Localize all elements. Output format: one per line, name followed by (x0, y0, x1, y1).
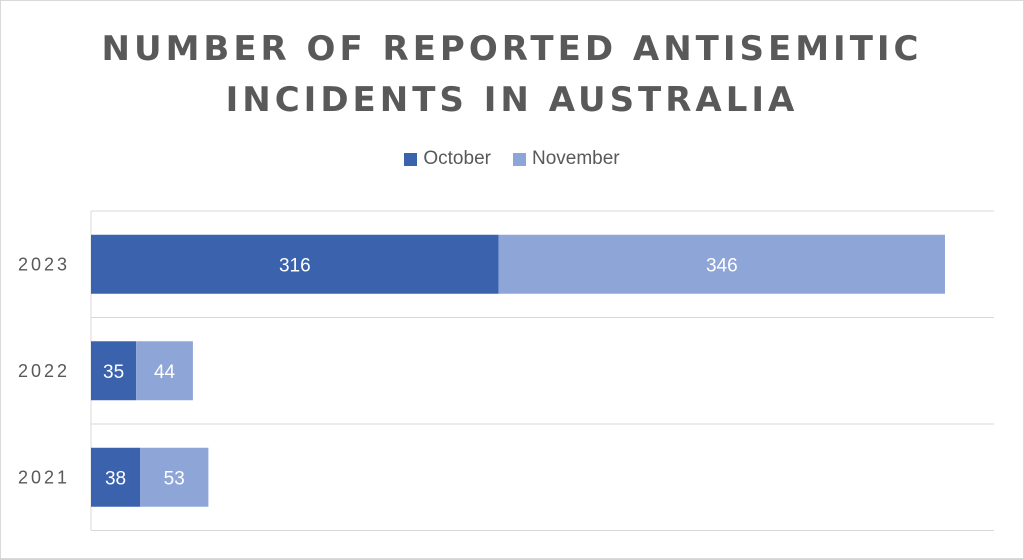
legend: October November (0, 148, 1024, 170)
chart-title-text: NUMBER OF REPORTED ANTISEMITIC INCIDENTS… (101, 29, 923, 120)
legend-swatch-october (404, 152, 418, 166)
chart-title: NUMBER OF REPORTED ANTISEMITIC INCIDENTS… (0, 24, 1024, 126)
data-label-november-2021: 53 (164, 468, 185, 489)
bar-october-2022 (91, 341, 137, 401)
data-label-november-2023: 346 (706, 255, 738, 276)
y-tick-label-2022: 2022 (18, 361, 70, 381)
legend-swatch-november (512, 152, 526, 166)
legend-item-october: October (404, 148, 491, 170)
data-label-november-2022: 44 (154, 362, 176, 383)
bar-october-2023 (91, 234, 499, 294)
bar-october-2021 (91, 447, 141, 507)
bar-november-2023 (498, 234, 945, 294)
bar-november-2021 (140, 447, 209, 507)
legend-item-november: November (512, 148, 620, 170)
y-tick-label-2021: 2021 (18, 467, 70, 487)
bar-november-2022 (136, 341, 193, 401)
legend-label-november: November (531, 148, 620, 169)
y-tick-label-2023: 2023 (18, 254, 70, 274)
data-label-october-2022: 35 (103, 362, 124, 383)
legend-label-october: October (423, 148, 491, 169)
data-label-october-2023: 316 (279, 255, 311, 276)
data-label-october-2021: 38 (105, 468, 126, 489)
